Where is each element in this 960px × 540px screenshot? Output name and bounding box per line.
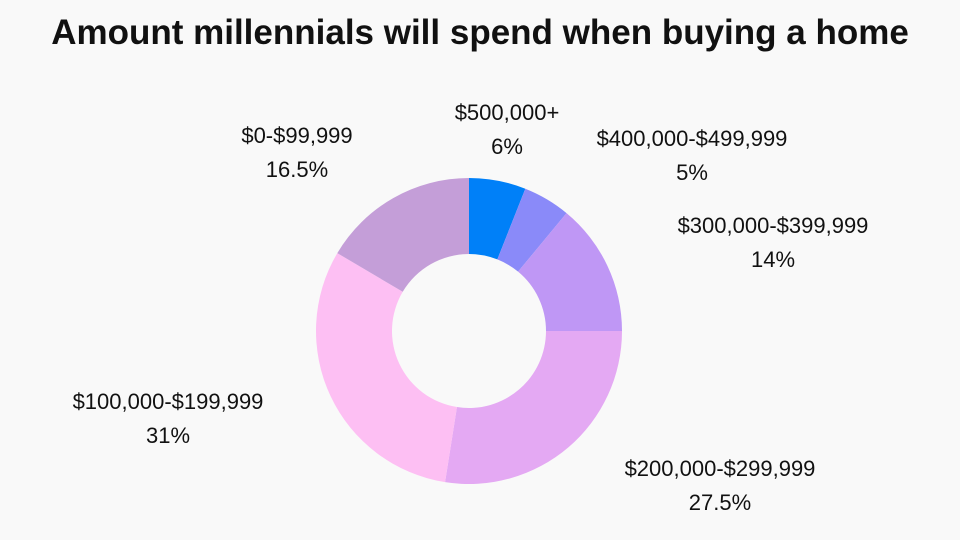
donut-slice	[469, 178, 526, 260]
donut-slice	[315, 253, 457, 483]
slice-label: $100,000-$199,999 31%	[72, 389, 264, 448]
slice-label: $300,000-$399,999 14%	[677, 213, 869, 272]
slice-label: $200,000-$299,999 27.5%	[624, 456, 816, 515]
slice-label: $500,000+ 6%	[454, 100, 560, 159]
donut-slice	[497, 188, 567, 272]
slice-label: $0-$99,999 16.5%	[241, 123, 353, 182]
chart-title: Amount millennials will spend when buyin…	[51, 13, 909, 52]
donut-slice	[518, 213, 622, 331]
donut-slice	[445, 331, 622, 484]
donut-slice	[337, 178, 469, 292]
slice-label: $400,000-$499,999 5%	[596, 126, 788, 185]
